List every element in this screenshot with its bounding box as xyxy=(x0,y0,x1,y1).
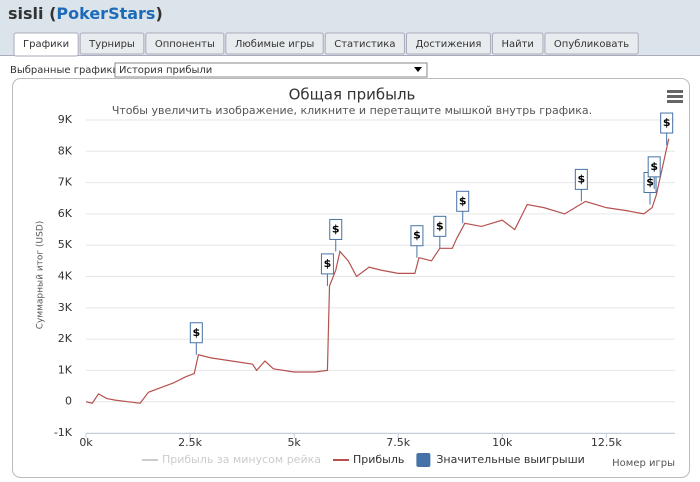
legend-label[interactable]: Прибыль за минусом рейка xyxy=(162,453,321,466)
y-tick-label: 7K xyxy=(58,176,73,189)
select-arrow xyxy=(414,67,422,72)
site-link[interactable]: PokerStars xyxy=(56,4,155,23)
x-tick-label: 2.5k xyxy=(178,436,202,449)
legend-swatch xyxy=(416,453,431,467)
flag-label: $ xyxy=(324,257,332,270)
flag xyxy=(660,112,674,134)
header-title: sisli (PokerStars) xyxy=(8,4,163,23)
x-tick-label: 12.5k xyxy=(591,436,622,449)
tab-label: Турниры xyxy=(88,39,135,50)
chart-title: Общая прибыль xyxy=(289,86,416,104)
user: sisli ( xyxy=(8,4,56,23)
flag-label: $ xyxy=(413,229,421,242)
y-tick-label: 0 xyxy=(65,395,72,408)
x-tick-label: 0k xyxy=(79,436,93,449)
flag xyxy=(647,156,661,178)
tab-label: Статистика xyxy=(334,39,395,50)
y-tick-label: 1K xyxy=(58,363,73,376)
menu-bar xyxy=(667,95,683,98)
tab[interactable] xyxy=(225,32,324,55)
paren: ) xyxy=(155,4,162,23)
chart-subtitle: Чтобы увеличить изображение, кликните и … xyxy=(112,104,592,117)
flag-label: $ xyxy=(663,116,671,129)
y-tick-label: 6K xyxy=(58,207,73,220)
tab[interactable] xyxy=(145,32,225,55)
flag-label: $ xyxy=(578,172,586,185)
y-tick-label: 2K xyxy=(58,332,73,345)
flag-label: $ xyxy=(646,176,654,189)
tab[interactable] xyxy=(324,32,405,55)
tabs: Графики Турниры Оппоненты Любимые игры Стати… xyxy=(13,32,639,57)
tab[interactable] xyxy=(491,32,544,55)
flag xyxy=(329,218,343,240)
tab[interactable] xyxy=(13,32,79,57)
select-box[interactable] xyxy=(114,62,428,78)
flag xyxy=(574,168,588,190)
profit-line xyxy=(85,138,670,404)
flag xyxy=(320,253,334,275)
tab-label: Графики xyxy=(23,39,69,50)
flag-label: $ xyxy=(650,160,658,173)
flag-label: $ xyxy=(459,194,467,207)
y-tick-label: 9K xyxy=(58,113,73,126)
menu-bar xyxy=(667,90,683,93)
select-value: История прибыли xyxy=(119,65,212,76)
x-tick-label: 7.5k xyxy=(386,436,410,449)
tab-label: Оппоненты xyxy=(155,39,215,50)
flag xyxy=(189,322,203,344)
tab[interactable] xyxy=(79,32,145,55)
y-tick-label: -1K xyxy=(54,426,73,439)
x-tick-label: 10k xyxy=(492,436,513,449)
flag-label: $ xyxy=(332,222,340,235)
y-axis-label: Суммарный итог (USD) xyxy=(36,221,46,330)
tab-label: Найти xyxy=(501,39,533,50)
y-tick-label: 8K xyxy=(58,144,73,157)
tab-label: Любимые игры xyxy=(235,39,314,50)
legend-label[interactable]: Прибыль xyxy=(353,453,404,466)
menu-bar xyxy=(667,100,683,103)
x-axis-label: Номер игры xyxy=(612,458,675,469)
chart-frame xyxy=(12,78,690,478)
flag xyxy=(433,215,447,237)
menu-icon[interactable] xyxy=(667,90,683,103)
flag xyxy=(456,190,470,212)
y-tick-label: 4K xyxy=(58,270,73,283)
y-tick-label: 5K xyxy=(58,238,73,251)
flag-label: $ xyxy=(192,326,200,339)
x-tick-label: 5k xyxy=(287,436,301,449)
flag-label: $ xyxy=(436,219,444,232)
tab[interactable] xyxy=(405,32,491,55)
tab[interactable] xyxy=(544,32,639,55)
selector-label: Выбранные графики: xyxy=(10,65,122,76)
tab-label: Достижения xyxy=(415,39,481,50)
tab-label: Опубликовать xyxy=(554,39,629,50)
legend-label[interactable]: Значительные выигрыши xyxy=(436,453,584,466)
y-tick-label: 3K xyxy=(58,301,73,314)
flag xyxy=(410,225,424,247)
